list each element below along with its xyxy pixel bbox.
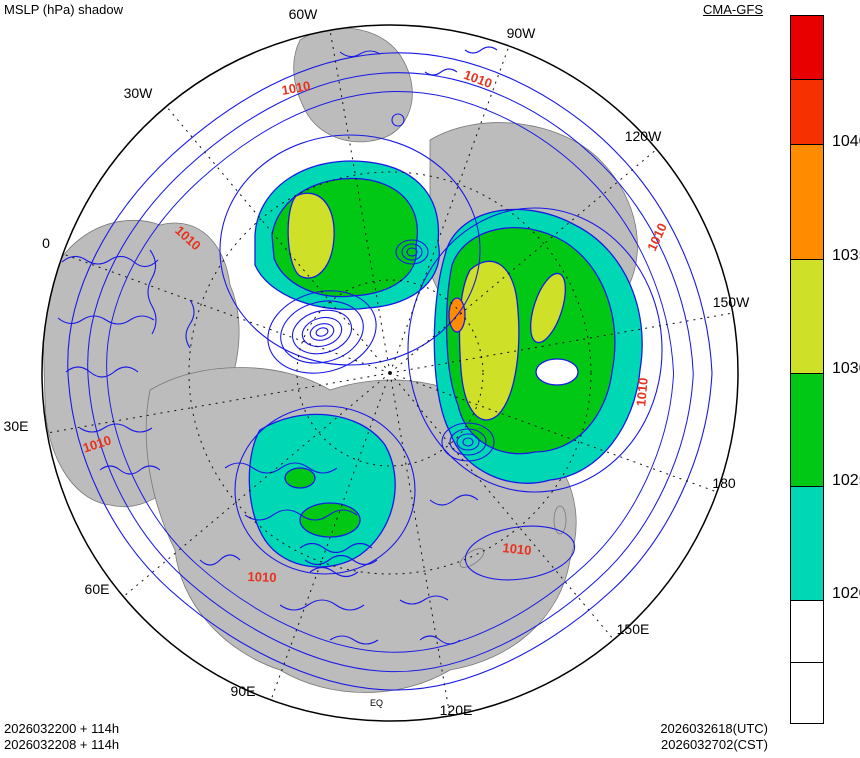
colorbar [790, 15, 824, 724]
lon-label-150e: 150E [616, 621, 650, 637]
lon-label-120e: 120E [439, 702, 473, 718]
colorbar-segment-white-2 [790, 662, 824, 724]
latitude-circle-30n [188, 171, 592, 575]
colorbar-segment-red-top [790, 15, 824, 80]
contour-label-1010: 1010 [247, 568, 277, 586]
pressure-map-svg [41, 24, 739, 722]
pressure-shading [248, 160, 643, 568]
low-center-east [441, 422, 495, 462]
init-time-utc: 2026032200 + 114h [4, 721, 120, 736]
graticule [46, 29, 734, 717]
white-hole-e [535, 358, 579, 386]
low-center-north [395, 239, 429, 265]
high-core-yellow-nw [287, 192, 335, 279]
valid-time-utc: 2026032618(UTC) [660, 721, 768, 736]
valid-time-cst: 2026032702(CST) [661, 737, 768, 752]
contour-texture-arctic-coast [339, 46, 498, 127]
colorbar-segment-cyan [790, 486, 824, 601]
low-center-polar [267, 290, 377, 374]
colorbar-segment-white-1 [790, 600, 824, 663]
lon-label-180: 180 [712, 475, 736, 491]
lon-label-120w: 120W [624, 128, 662, 144]
colorbar-tick-1030: 1030 [832, 360, 860, 377]
high-area-cyan-s [248, 413, 396, 568]
isobar-loop-1010-se [464, 525, 576, 581]
contour-texture-africa [57, 249, 195, 475]
lon-label-30e: 30E [3, 418, 29, 434]
page-title: MSLP (hPa) shadow [4, 2, 123, 17]
lon-label-90e: 90E [230, 683, 256, 699]
isobar-loop-s [234, 405, 416, 575]
high-core-yellow-e2 [529, 272, 567, 344]
land-kamchatka [553, 505, 567, 535]
colorbar-tick-1020: 1020 [832, 585, 860, 602]
lon-label-60w: 60W [288, 6, 318, 22]
isobar-loop-nw [219, 134, 481, 366]
lon-label-30w: 30W [123, 85, 153, 101]
land-greenland [293, 27, 413, 143]
contour-label-1010: 1010 [633, 376, 651, 408]
high-area-green-s1 [299, 502, 361, 538]
colorbar-segment-yellowgreen [790, 259, 824, 374]
colorbar-tick-1035: 1035 [832, 247, 860, 264]
colorbar-tick-1040: 1040 [832, 133, 860, 150]
contour-label-1010: 1010 [501, 540, 533, 558]
high-area-green-s2 [284, 467, 316, 489]
high-core-yellow-e [458, 260, 520, 421]
init-time-cst: 2026032208 + 114h [4, 737, 120, 752]
lon-label-60e: 60E [84, 581, 110, 597]
colorbar-tick-1025: 1025 [832, 472, 860, 489]
lon-label-150w: 150W [712, 294, 750, 310]
map-boundary-circle [41, 24, 739, 722]
lon-label-90w: 90W [506, 25, 536, 41]
colorbar-segment-green [790, 373, 824, 487]
contour-texture-asia [199, 462, 479, 645]
isobar-loop-e [407, 207, 663, 493]
colorbar-segment-red [790, 79, 824, 145]
equator-label: EQ [370, 698, 384, 708]
latitude-circle-60n [296, 279, 484, 467]
model-name: CMA-GFS [703, 2, 763, 17]
isobar-contours [57, 46, 713, 691]
colorbar-segment-orange [790, 144, 824, 260]
lon-label-0: 0 [42, 235, 50, 251]
